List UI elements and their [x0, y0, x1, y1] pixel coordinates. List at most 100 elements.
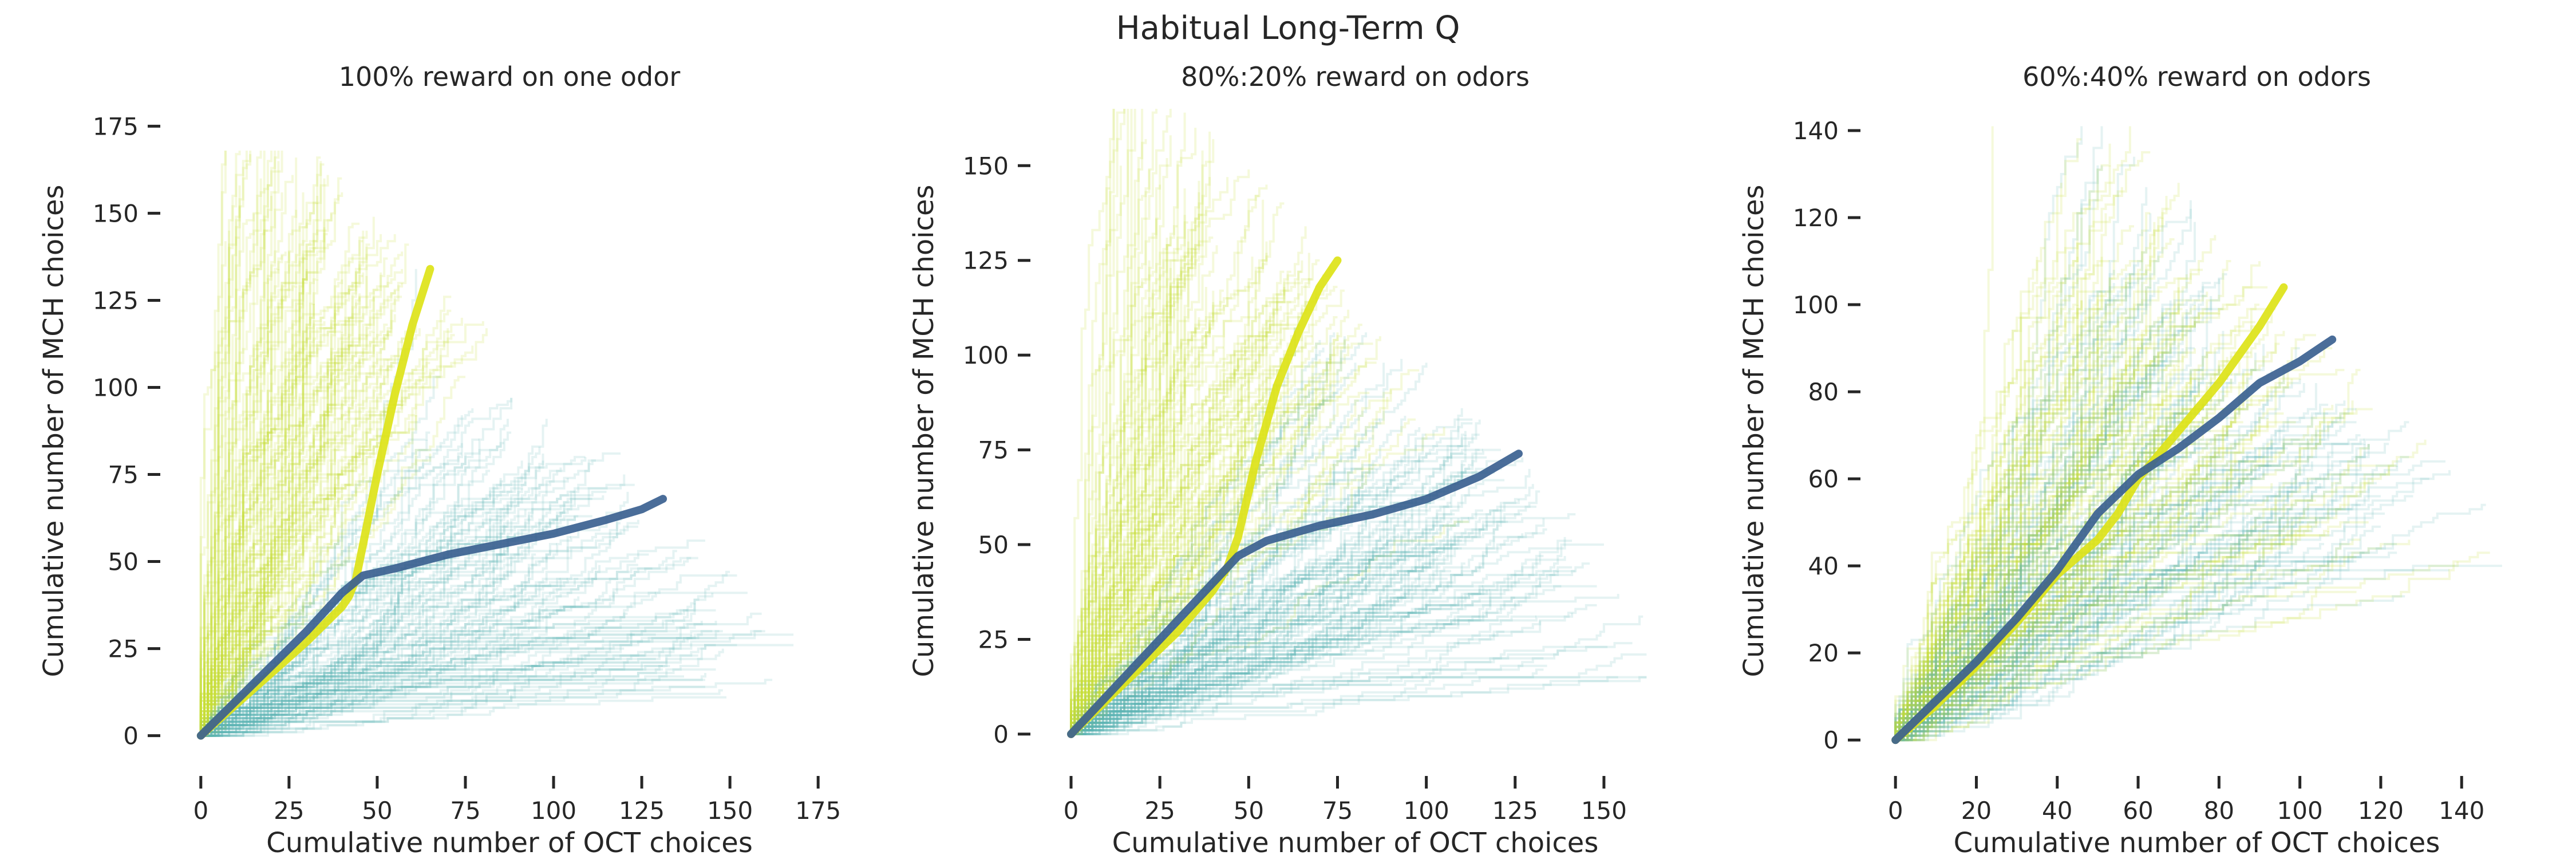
trajectory-line	[1071, 468, 1378, 735]
trajectory-line	[1895, 438, 2300, 742]
trajectory-line	[1071, 642, 1633, 735]
trajectory-line	[1894, 218, 2164, 740]
trajectory-line	[1071, 535, 1433, 735]
trajectory-line	[1071, 340, 1321, 735]
trajectory-line	[199, 509, 527, 736]
trajectory-line	[1894, 421, 2409, 740]
y-tick-label: 120	[1793, 204, 1839, 232]
trajectory-line	[1895, 569, 2449, 742]
trajectory-line	[1895, 512, 2385, 742]
trajectory-line	[1071, 109, 1115, 735]
y-tick-label: 50	[978, 531, 1009, 559]
trajectory-line	[199, 279, 319, 736]
trajectory-line	[199, 255, 283, 736]
trajectory-line	[200, 609, 716, 737]
trajectory-line	[200, 673, 706, 737]
trajectory-line	[1071, 615, 1480, 735]
trajectory-line	[1071, 301, 1291, 735]
trajectory-line	[1894, 339, 2144, 740]
trajectory-line	[200, 151, 280, 737]
x-tick-label: 140	[2439, 797, 2484, 825]
trajectory-line	[1071, 590, 1488, 735]
trajectory-line	[1071, 514, 1413, 735]
trajectory-line	[1071, 484, 1534, 735]
x-axis-label: Cumulative number of OCT choices	[266, 827, 753, 859]
trajectory-line	[199, 297, 375, 736]
y-tick-label: 100	[1793, 291, 1839, 319]
trajectory-line	[1894, 270, 2115, 740]
trajectory-line	[1070, 554, 1544, 734]
trajectory-line	[1071, 631, 1505, 735]
trajectory-line	[1071, 509, 1483, 735]
trajectory-line	[1070, 169, 1151, 734]
trajectory-line	[1070, 604, 1523, 734]
trajectory-line	[199, 178, 326, 736]
trajectory-line	[1070, 218, 1157, 734]
trajectory-line	[199, 335, 368, 736]
trajectory-line	[200, 592, 748, 737]
trajectory-line	[199, 230, 231, 736]
trajectory-line	[1071, 653, 1647, 735]
trajectory-line	[200, 553, 649, 737]
trajectory-line	[200, 525, 638, 737]
trajectory-line	[1894, 257, 2038, 740]
trajectory-line	[1895, 379, 2196, 742]
trajectory-line	[1894, 213, 2107, 740]
trajectory-line	[1895, 218, 2083, 742]
trajectory-line	[1895, 565, 2502, 742]
trajectory-line	[200, 620, 717, 737]
trajectory-line	[199, 156, 321, 736]
trajectory-line	[1894, 305, 2196, 740]
figure-title: Habitual Long-Term Q	[1116, 10, 1460, 47]
trajectory-line	[1070, 109, 1133, 734]
trajectory-line	[1071, 555, 1566, 735]
trajectory-line	[1895, 283, 2131, 742]
trajectory-line	[1895, 287, 2180, 742]
trajectory-line	[200, 644, 737, 737]
x-axis: 0 25 50 75 100 125 150 175	[193, 776, 841, 825]
trajectory-line	[1071, 528, 1547, 735]
trajectory-line	[1894, 364, 2167, 740]
trajectory-line	[1894, 360, 2143, 740]
x-tick-label: 20	[1961, 797, 1992, 825]
trajectory-line	[1895, 444, 2370, 742]
trajectory-line	[199, 269, 404, 736]
trajectory-line	[1071, 543, 1604, 735]
trajectory-line	[1070, 392, 1338, 734]
trajectory-line	[199, 543, 558, 736]
trajectory-line	[1071, 521, 1469, 735]
trajectory-line	[1895, 404, 2184, 742]
trajectory-line	[199, 222, 360, 736]
trajectory-line	[1894, 286, 2268, 740]
trajectory-line	[1070, 539, 1462, 734]
trajectory-line	[200, 557, 692, 737]
trajectory-line	[200, 654, 698, 737]
trajectory-line	[199, 151, 252, 736]
trajectory-line	[1895, 235, 2217, 742]
trajectory-line	[1895, 313, 2172, 742]
trajectory-line	[1895, 300, 2172, 742]
trajectory-line	[1071, 615, 1536, 735]
trajectory-line	[1070, 109, 1144, 734]
trajectory-line	[1894, 213, 2152, 740]
trajectory-line	[1895, 308, 2183, 742]
trajectory-line	[1894, 126, 2083, 740]
trajectory-line	[1070, 289, 1345, 734]
trajectory-line	[199, 620, 703, 736]
trajectory-line	[1894, 347, 2333, 740]
trajectory-line	[199, 240, 318, 736]
y-tick-label: 0	[1823, 726, 1839, 754]
trajectory-line	[199, 269, 280, 736]
trajectory-line	[1895, 387, 2160, 742]
trajectory-line	[199, 151, 262, 736]
trajectory-line	[1894, 482, 2377, 740]
trajectory-line	[1894, 543, 2324, 740]
series-line-yellow	[196, 265, 434, 740]
trajectory-line	[1070, 109, 1136, 734]
trajectory-line	[1894, 151, 2151, 740]
trajectory-line	[1071, 347, 1325, 735]
y-tick-label: 100	[93, 373, 139, 401]
trajectory-line	[200, 630, 720, 737]
trajectory-line	[1070, 377, 1289, 734]
